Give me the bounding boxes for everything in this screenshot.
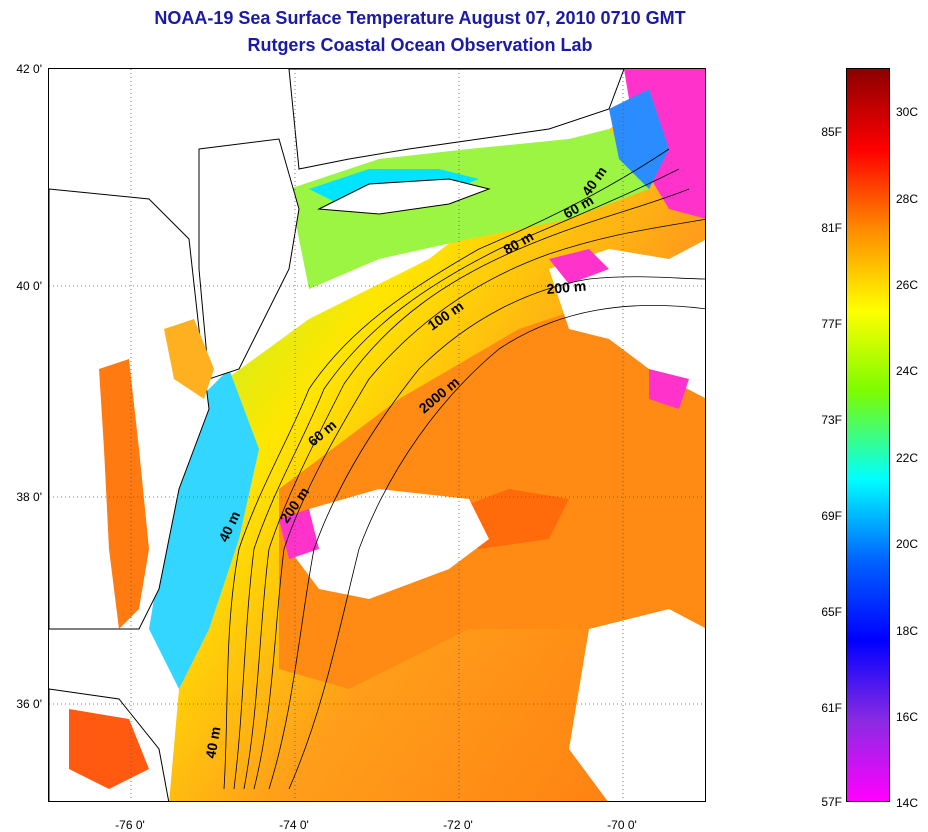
cold-speckle-3: [649, 369, 689, 409]
colorbar-c-label: 14C: [896, 796, 919, 810]
depth-label-200m-ne: 200 m: [546, 278, 587, 297]
graticule: [49, 69, 705, 801]
lat-label-38: 38 0': [16, 490, 42, 504]
map-title: NOAA-19 Sea Surface Temperature August 0…: [154, 8, 686, 28]
bathymetry-contours: [223, 148, 705, 790]
land-new-england: [288, 69, 625, 170]
lat-label-42: 42 0': [16, 62, 42, 76]
lon-label-72: -72 0': [443, 818, 473, 832]
colorbar-c-label: 28C: [896, 192, 919, 206]
lon-label-74: -74 0': [279, 818, 309, 832]
delaware-bay: [164, 319, 214, 399]
cold-speckle-2: [549, 249, 609, 284]
colorbar-f-label: 57F: [821, 795, 842, 809]
colorbar-c-label: 16C: [896, 710, 919, 724]
temperature-colorbar: [846, 68, 890, 802]
cold-water-blue: [609, 89, 669, 189]
cloud-mask-central: [289, 489, 489, 599]
colorbar-c-label: 30C: [896, 105, 919, 119]
colorbar-c-label: 24C: [896, 364, 919, 378]
nearshore-cool-band: [149, 369, 259, 689]
sst-map-svg: 40 m 60 m 80 m 200 m 100 m 2000 m 60 m 2…: [49, 69, 705, 801]
land-long-island: [317, 178, 491, 215]
colorbar-c-label: 22C: [896, 451, 919, 465]
chesapeake-bay: [99, 359, 149, 629]
colorbar-f-label: 77F: [821, 317, 842, 331]
colorbar-c-label: 20C: [896, 537, 919, 551]
cloud-mask-southeast: [569, 609, 705, 801]
colorbar-f-label: 65F: [821, 605, 842, 619]
map-subtitle: Rutgers Coastal Ocean Observation Lab: [247, 35, 593, 55]
colorbar-f-label: 61F: [821, 701, 842, 715]
colorbar-f-label: 85F: [821, 125, 842, 139]
colorbar-f-label: 81F: [821, 221, 842, 235]
colorbar-f-label: 73F: [821, 413, 842, 427]
lat-label-40: 40 0': [16, 279, 42, 293]
land-new-jersey: [198, 138, 300, 380]
lon-label-76: -76 0': [115, 818, 145, 832]
colorbar-f-label: 69F: [821, 509, 842, 523]
cold-speckle-1: [279, 509, 319, 559]
sst-map: 40 m 60 m 80 m 200 m 100 m 2000 m 60 m 2…: [48, 68, 706, 802]
pamlico-sound: [69, 709, 149, 789]
colorbar-c-label: 18C: [896, 624, 919, 638]
colorbar-c-label: 26C: [896, 278, 919, 292]
lon-label-70: -70 0': [607, 818, 637, 832]
depth-label-40m-south: 40 m: [202, 725, 223, 759]
lat-label-36: 36 0': [16, 697, 42, 711]
